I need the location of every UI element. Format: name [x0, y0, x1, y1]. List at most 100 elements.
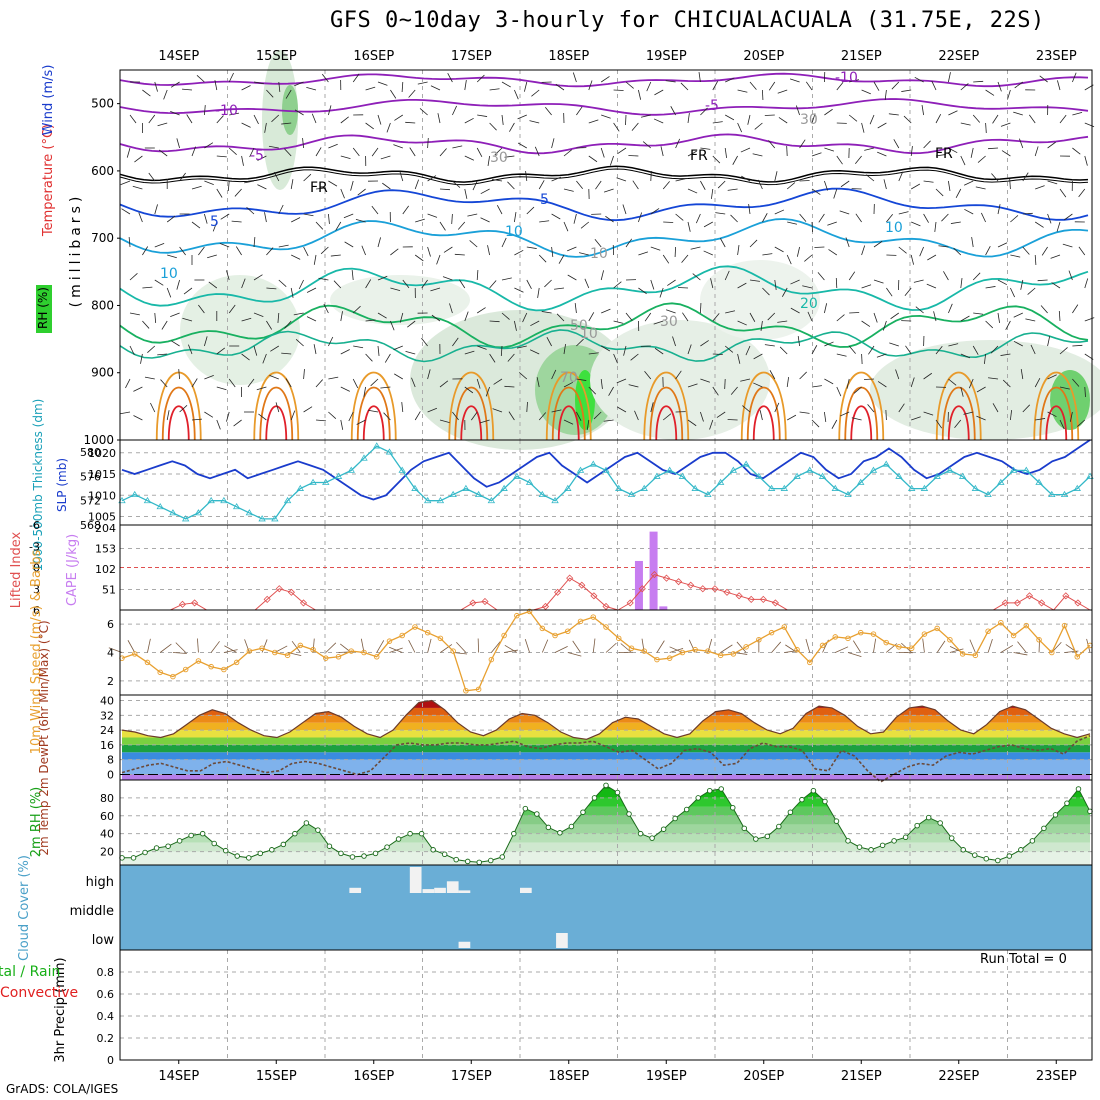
wind-barb — [313, 254, 317, 265]
wind-barb — [985, 320, 994, 329]
wind-barb — [687, 113, 690, 124]
wind-barb — [737, 122, 743, 133]
wind-barb — [464, 117, 474, 124]
li-point — [602, 602, 610, 611]
wind-barb — [365, 319, 376, 322]
rh-point — [1075, 786, 1082, 792]
wind-barb — [863, 378, 875, 380]
wind-speed-point — [170, 673, 176, 680]
wind-barb — [258, 413, 267, 421]
wind-barb — [538, 412, 547, 421]
wind-barb — [278, 244, 289, 248]
temp-band — [122, 700, 1090, 708]
surface-wind-barb — [852, 640, 862, 653]
surface-isotherm-loop — [460, 405, 483, 441]
wind-barb — [1010, 215, 1019, 223]
wind-barb — [948, 303, 953, 314]
wind-barb — [884, 89, 887, 100]
wind-barb — [294, 81, 304, 87]
wind-barb — [913, 279, 924, 283]
wind-barb — [328, 143, 338, 149]
thickness-point — [194, 509, 203, 516]
isotherm-22 — [119, 329, 1089, 363]
temp-band — [122, 737, 1090, 745]
wind-barb — [804, 254, 813, 262]
thickness-point — [755, 472, 763, 479]
wind-barb — [839, 411, 850, 417]
wind-barb — [551, 369, 557, 380]
wind-speed-point — [488, 656, 495, 663]
wind-barb — [1034, 221, 1044, 228]
x-tick-bottom: 18SEP — [548, 1069, 589, 1084]
surface-wind-barb — [567, 652, 582, 657]
surface-wind-barb — [504, 644, 518, 653]
wind-barb — [919, 246, 924, 257]
surface-isotherm-loop — [740, 371, 787, 441]
wind-barb — [328, 213, 330, 224]
wind-barb — [454, 253, 465, 256]
wind-speed-point — [475, 686, 482, 693]
wind-speed-point — [310, 646, 316, 653]
wind-barb — [351, 270, 354, 281]
wind-speed-point — [615, 635, 622, 642]
wind-barb — [672, 336, 676, 347]
y-tick-temp: 24 — [100, 724, 114, 737]
rh-point — [395, 836, 402, 842]
wind-barb — [855, 213, 862, 223]
li-point — [1013, 599, 1021, 607]
wind-barb — [496, 204, 503, 215]
thickness-line — [121, 445, 1091, 520]
wind-speed-point — [131, 651, 138, 657]
wind-barb — [464, 155, 475, 161]
wind-barb — [551, 246, 554, 257]
contour-label: 10 — [885, 220, 903, 236]
rh-shading — [330, 275, 470, 325]
wind-barb — [333, 280, 342, 289]
wind-barb — [724, 345, 734, 353]
wind-barb — [525, 171, 528, 182]
wind-barb — [687, 221, 691, 232]
x-tick-top: 22SEP — [938, 49, 979, 64]
wind-speed-point — [819, 642, 826, 649]
wind-barb — [662, 181, 670, 190]
wind-barb — [873, 312, 878, 323]
rh-point — [372, 850, 379, 857]
wind-barb — [253, 81, 264, 85]
wind-barb — [638, 251, 649, 256]
rh-point — [787, 809, 794, 815]
li-point — [263, 595, 271, 603]
wind-barb — [903, 115, 912, 124]
wind-barb — [935, 113, 942, 124]
y-tick-pressure: 600 — [91, 164, 114, 178]
wind-barb — [544, 279, 552, 288]
rh-point — [914, 822, 920, 829]
wind-barb — [262, 353, 267, 364]
wind-barb — [762, 89, 764, 101]
wind-barb — [285, 89, 292, 99]
rh-point — [937, 820, 943, 826]
wind-barb — [1072, 147, 1081, 155]
wind-barb — [365, 86, 376, 91]
contour-label: -5 — [705, 98, 719, 114]
li-point — [590, 592, 598, 600]
y-tick-cloud: low — [92, 933, 115, 948]
wind-barb — [302, 138, 304, 149]
rh-point — [269, 847, 275, 853]
wind-barb — [976, 415, 986, 421]
wind-barb — [640, 114, 651, 118]
cloud-gap — [422, 889, 435, 893]
rh-point — [983, 855, 990, 862]
wind-barb — [1058, 310, 1061, 322]
wind-barb — [631, 122, 639, 131]
wind-barb — [479, 419, 490, 424]
wind-barb — [976, 386, 986, 393]
surface-wind-barb — [656, 640, 665, 653]
li-point — [191, 599, 199, 607]
wind-barb — [539, 220, 550, 223]
thickness-point — [589, 460, 597, 467]
contour-label: 30 — [660, 314, 678, 330]
wind-barb — [216, 347, 226, 355]
wind-barb — [270, 345, 280, 352]
wind-barb — [632, 180, 639, 190]
wind-barb — [687, 188, 698, 194]
